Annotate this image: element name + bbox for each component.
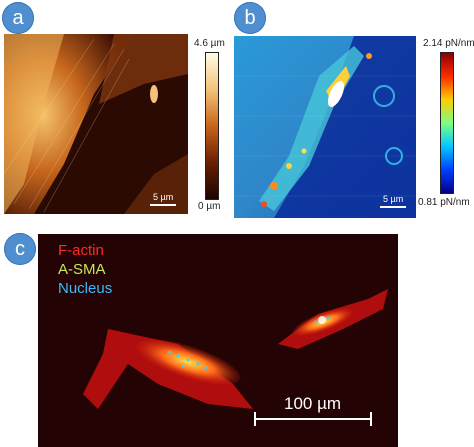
scalebar-label-a: 5 µm <box>153 192 174 202</box>
stiffness-colorbar <box>440 52 454 194</box>
height-map-image: 5 µm <box>4 34 188 214</box>
fluorescence-image: F-actin A-SMA Nucleus 100 µm <box>38 234 398 447</box>
height-colorbar-max-label: 4.6 µm <box>194 38 225 49</box>
stiffness-map-graphic <box>234 36 416 218</box>
scalebar-label-b: 5 µm <box>383 194 404 204</box>
legend-f-actin: F-actin <box>58 242 104 259</box>
panel-label-c: c <box>4 233 36 265</box>
fluorescence-graphic <box>38 234 398 447</box>
height-colorbar <box>205 52 219 200</box>
stiffness-colorbar-max-label: 2.14 pN/nm <box>423 38 474 49</box>
scalebar-line-c <box>254 418 372 420</box>
scalebar-line-a <box>150 204 176 206</box>
stiffness-map-image: 5 µm <box>234 36 416 218</box>
legend-a-sma: A-SMA <box>58 261 106 278</box>
legend-nucleus: Nucleus <box>58 280 113 297</box>
scalebar-tick-right-c <box>370 412 372 426</box>
scalebar-line-b <box>380 206 406 208</box>
height-map-graphic <box>4 34 188 214</box>
height-colorbar-min-label: 0 µm <box>198 201 221 212</box>
panel-label-b: b <box>234 2 266 34</box>
panel-label-a: a <box>2 2 34 34</box>
scalebar-tick-left-c <box>254 412 256 426</box>
scalebar-label-c: 100 µm <box>284 394 342 413</box>
stiffness-colorbar-min-label: 0.81 pN/nm <box>418 197 470 208</box>
